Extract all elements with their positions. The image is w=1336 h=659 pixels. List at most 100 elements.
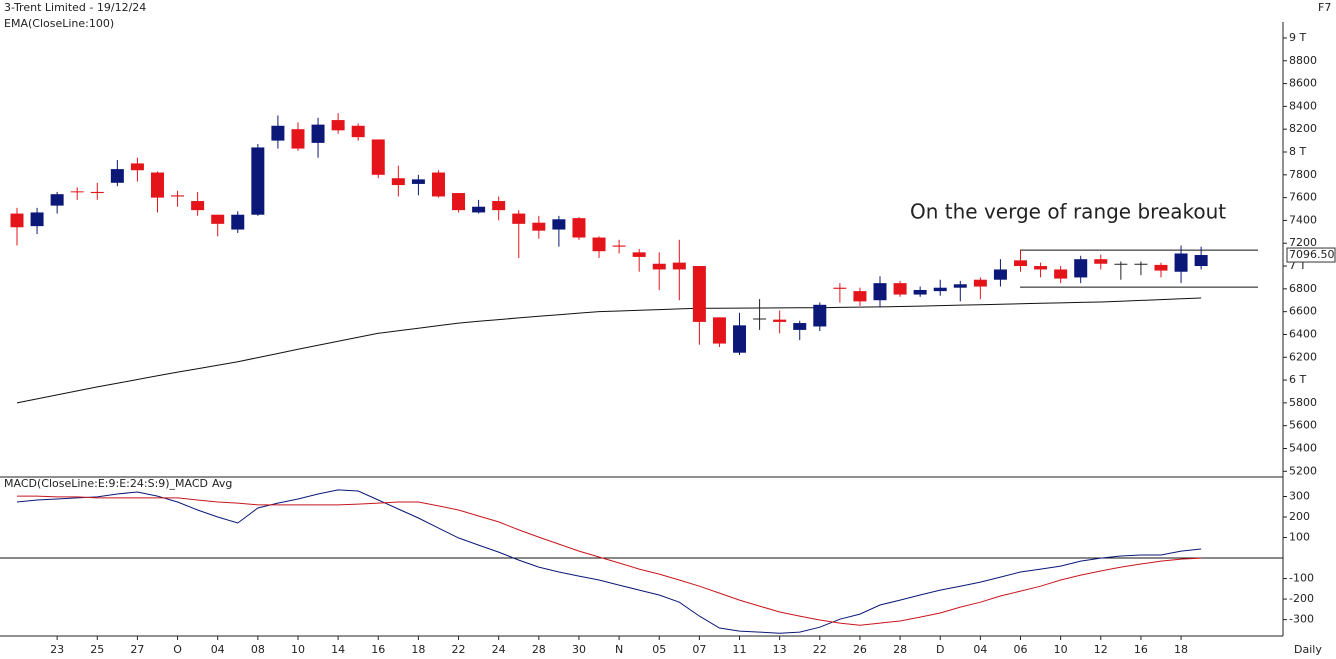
interval-label: Daily xyxy=(1294,643,1322,656)
x-tick-label: 07 xyxy=(692,643,706,656)
ema-legend: EMA(CloseLine:100) xyxy=(4,17,114,30)
candle-body xyxy=(291,129,305,149)
x-tick-label: 13 xyxy=(773,643,787,656)
y-tick-label: 9 T xyxy=(1289,31,1306,44)
annotation: On the verge of range breakout xyxy=(910,200,1226,224)
candle-body xyxy=(1174,253,1188,272)
y-tick-label: 6600 xyxy=(1289,305,1317,318)
candle-body xyxy=(331,120,345,131)
candle-body xyxy=(953,284,967,288)
x-tick-label: 28 xyxy=(893,643,907,656)
x-tick-label: 14 xyxy=(331,643,345,656)
x-tick-label: 04 xyxy=(211,643,225,656)
y-tick-label: 200 xyxy=(1289,510,1310,523)
candle-body xyxy=(672,262,686,270)
x-tick-label: 04 xyxy=(973,643,987,656)
y-tick-label: 5800 xyxy=(1289,396,1317,409)
macd-legend: MACD(CloseLine:E:9:E:24:S:9)_MACD xyxy=(4,477,208,490)
candle-body xyxy=(90,191,104,194)
candle-body xyxy=(1014,260,1027,267)
candle-body xyxy=(351,125,365,138)
candle-body xyxy=(1074,259,1088,278)
last-price-box xyxy=(1286,247,1336,263)
candle-body xyxy=(211,214,225,224)
candle-body xyxy=(1154,264,1168,271)
y-tick-label: 100 xyxy=(1289,531,1310,544)
x-tick-label: 12 xyxy=(1094,643,1108,656)
candle-body xyxy=(733,325,747,353)
candle-body xyxy=(452,193,466,211)
candle-body xyxy=(532,222,546,231)
candle-body xyxy=(130,163,144,171)
x-tick-label: 06 xyxy=(1014,643,1028,656)
x-tick-label: 27 xyxy=(130,643,144,656)
x-tick-label: 18 xyxy=(411,643,425,656)
x-tick-label: 10 xyxy=(291,643,305,656)
candle-body xyxy=(30,212,44,227)
candle-body xyxy=(472,206,486,213)
candle-body xyxy=(311,124,325,143)
candle-body xyxy=(773,319,787,322)
candle-body xyxy=(712,317,726,344)
candle-body xyxy=(1094,259,1108,264)
y-tick-label: 8 T xyxy=(1289,145,1306,158)
candle-body xyxy=(692,266,706,322)
candle-body xyxy=(492,201,506,211)
y-tick-label: 5400 xyxy=(1289,441,1317,454)
x-tick-label: 26 xyxy=(853,643,867,656)
x-tick-label: O xyxy=(173,643,182,656)
candle-body xyxy=(793,323,807,330)
y-tick-label: 7600 xyxy=(1289,191,1317,204)
candle-body xyxy=(191,201,205,211)
y-tick-label: 8600 xyxy=(1289,77,1317,90)
y-tick-label: 7200 xyxy=(1289,236,1317,249)
candle-body xyxy=(110,169,124,183)
candle-body xyxy=(853,291,867,302)
y-tick-label: 6800 xyxy=(1289,282,1317,295)
y-tick-label: 8400 xyxy=(1289,99,1317,112)
candle-body xyxy=(632,252,646,257)
candle-body xyxy=(391,178,405,186)
x-tick-label: 25 xyxy=(90,643,104,656)
x-tick-label: 05 xyxy=(652,643,666,656)
x-tick-label: 10 xyxy=(1054,643,1068,656)
x-tick-label: 16 xyxy=(371,643,385,656)
y-tick-label: 7800 xyxy=(1289,168,1317,181)
chart-title: 3-Trent Limited - 19/12/24 xyxy=(4,1,146,14)
x-tick-label: 24 xyxy=(492,643,506,656)
x-tick-label: 22 xyxy=(813,643,827,656)
candle-body xyxy=(1194,255,1208,267)
candle-body xyxy=(411,179,425,184)
x-tick-label: N xyxy=(615,643,623,656)
macd-line xyxy=(16,489,1202,634)
y-tick-label: 7400 xyxy=(1289,213,1317,226)
candle-body xyxy=(873,283,887,301)
candle-body xyxy=(933,287,947,292)
candle-body xyxy=(150,172,164,198)
candle-body xyxy=(70,191,84,193)
candle-body xyxy=(231,214,245,230)
y-tick-label: 6200 xyxy=(1289,350,1317,363)
candle-body xyxy=(652,263,666,270)
last-price-label: 7096.50 xyxy=(1289,248,1335,261)
candle-body xyxy=(271,125,285,141)
candle-body xyxy=(50,194,64,206)
y-tick-label: -300 xyxy=(1289,613,1314,626)
y-tick-label: 5200 xyxy=(1289,464,1317,477)
y-tick-label: 300 xyxy=(1289,489,1310,502)
candle-body xyxy=(612,245,626,247)
candle-body xyxy=(993,269,1007,280)
candle-body xyxy=(1054,269,1068,279)
y-tick-label: 6 T xyxy=(1289,373,1306,386)
candle-body xyxy=(1114,263,1128,265)
x-tick-label: D xyxy=(936,643,944,656)
x-tick-label: 16 xyxy=(1134,643,1148,656)
x-tick-label: 08 xyxy=(251,643,265,656)
candle-body xyxy=(1134,263,1148,265)
ema-line xyxy=(16,297,1202,404)
candle-body xyxy=(592,237,606,252)
candle-body xyxy=(171,195,185,197)
y-tick-label: 8800 xyxy=(1289,54,1317,67)
x-tick-label: 30 xyxy=(572,643,586,656)
candle-body xyxy=(973,279,987,287)
